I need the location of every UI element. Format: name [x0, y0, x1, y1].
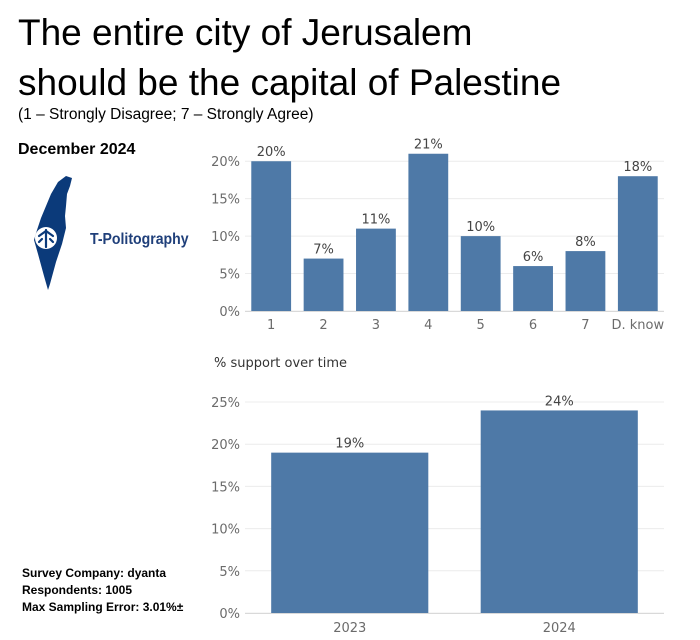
data-label: 24%: [545, 394, 574, 409]
x-tick-label: 7: [581, 318, 589, 333]
bar: [565, 251, 606, 311]
y-tick-label: 20%: [211, 438, 240, 453]
data-label: 18%: [623, 160, 652, 175]
scale-subtitle: (1 – Strongly Disagree; 7 – Strongly Agr…: [18, 106, 314, 123]
data-label: 21%: [414, 138, 443, 153]
data-label: 20%: [257, 145, 286, 160]
x-tick-label: D. know: [611, 318, 664, 333]
chart-title: % support over time: [214, 356, 347, 371]
x-tick-label: 5: [477, 318, 485, 333]
bar: [460, 236, 501, 311]
y-tick-label: 20%: [211, 155, 240, 170]
y-tick-label: 0%: [219, 607, 240, 622]
bar: [271, 452, 429, 613]
x-tick-label: 2024: [543, 621, 576, 636]
y-tick-label: 10%: [211, 230, 240, 245]
bar: [408, 153, 449, 311]
x-tick-label: 2: [319, 318, 327, 333]
data-label: 7%: [313, 243, 334, 258]
survey-company: Survey Company: dyanta: [22, 566, 167, 580]
israel-map-logo-icon: [34, 176, 72, 290]
bar: [251, 161, 292, 311]
y-tick-label: 25%: [211, 396, 240, 411]
x-tick-label: 6: [529, 318, 537, 333]
bar: [513, 266, 553, 311]
logo-text: T-Politography: [90, 231, 189, 248]
distribution-bar-chart: 0% 5% 10% 15% 20% 20% 1 7% 2 11% 3 21% 4 10% 5 6% 6 8% 7 18…: [211, 138, 664, 333]
data-label: 19%: [335, 437, 364, 452]
data-label: 11%: [361, 213, 390, 228]
data-label: 6%: [523, 250, 544, 265]
bar: [303, 258, 344, 311]
x-tick-label: 4: [424, 318, 432, 333]
y-tick-label: 0%: [219, 305, 240, 320]
title-line-2: should be the capital of Palestine: [18, 62, 562, 103]
y-tick-label: 5%: [219, 268, 240, 283]
respondents: Respondents: 1005: [22, 583, 133, 597]
y-tick-label: 15%: [211, 480, 240, 495]
survey-date: December 2024: [18, 141, 136, 158]
x-tick-label: 1: [267, 318, 275, 333]
y-tick-label: 5%: [219, 565, 240, 580]
sampling-error: Max Sampling Error: 3.01%±: [22, 600, 184, 614]
bar: [617, 176, 658, 311]
title-line-1: The entire city of Jerusalem: [18, 12, 473, 53]
data-label: 8%: [575, 235, 596, 250]
bar: [356, 228, 396, 311]
logo: T-Politography: [30, 172, 189, 292]
survey-meta: Survey Company: dyanta Respondents: 1005…: [22, 565, 183, 616]
x-tick-label: 2023: [333, 621, 366, 636]
y-tick-label: 10%: [211, 523, 240, 538]
y-tick-label: 15%: [211, 193, 240, 208]
data-label: 10%: [466, 220, 495, 235]
bar: [480, 410, 638, 613]
page-title: The entire city of Jerusalem should be t…: [18, 8, 678, 108]
x-tick-label: 3: [372, 318, 380, 333]
